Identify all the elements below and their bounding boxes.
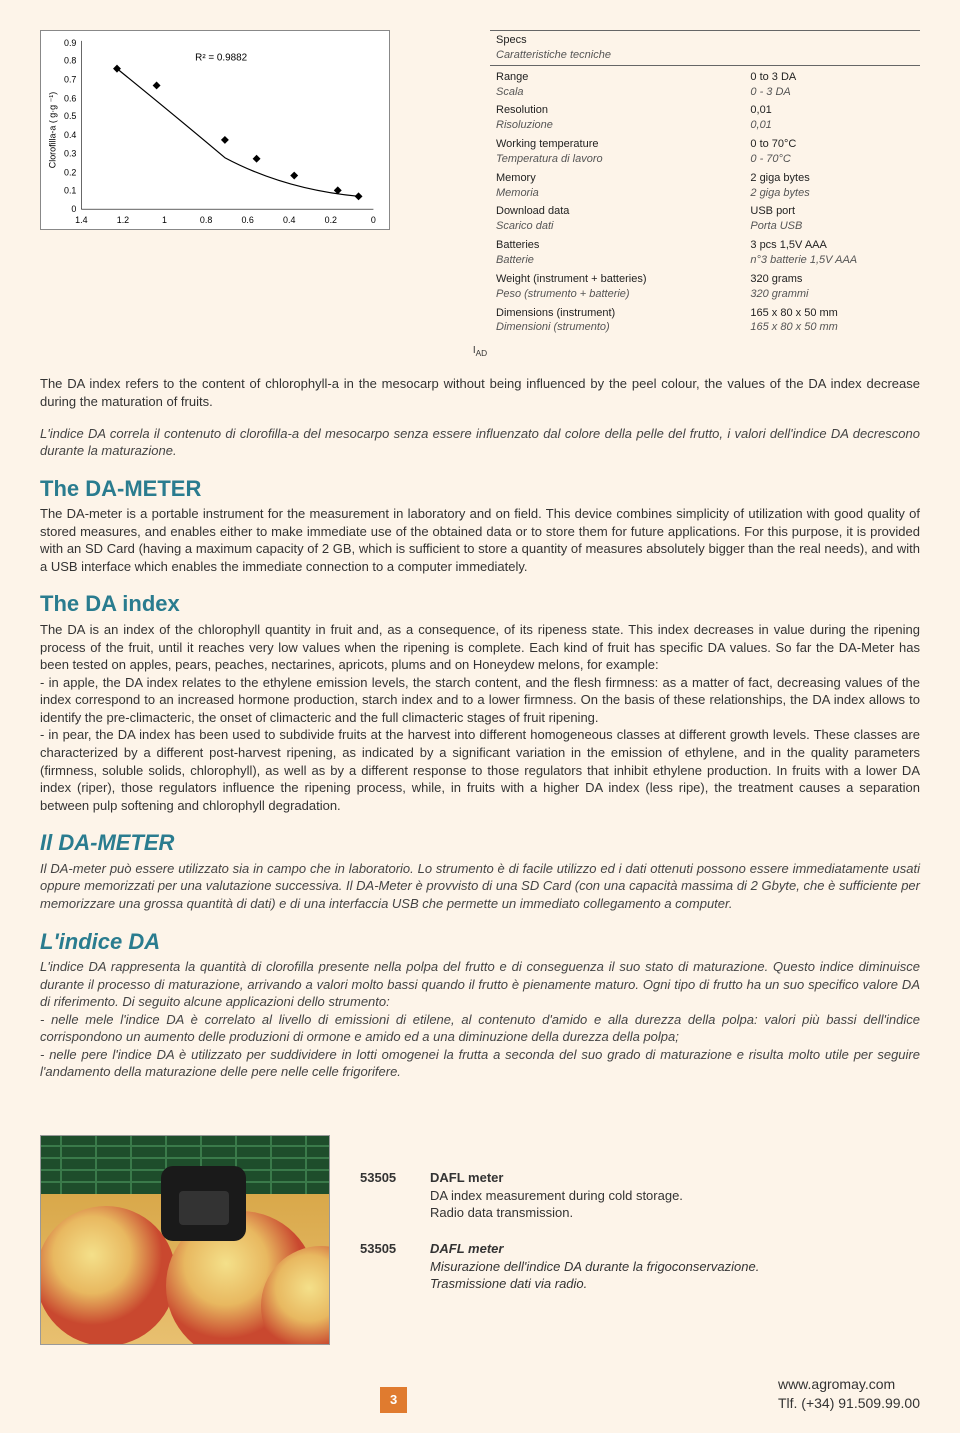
heading-dameter-en: The DA-METER — [40, 474, 920, 504]
heading-dameter-it: Il DA-METER — [40, 828, 920, 858]
chart-xlabel: IAD — [0, 344, 960, 359]
chart-r2: R² = 0.9882 — [195, 53, 247, 64]
footer-contact: www.agromay.com Tlf. (+34) 91.509.99.00 — [778, 1375, 920, 1413]
specs-row: Dimensions (instrument)Dimensioni (strum… — [490, 305, 920, 339]
svg-text:0.6: 0.6 — [64, 93, 76, 103]
product-code: 53505 — [360, 1169, 430, 1222]
product-title-en: DAFL meter — [430, 1169, 920, 1187]
svg-text:0: 0 — [71, 204, 76, 214]
svg-text:1: 1 — [162, 215, 167, 225]
svg-text:0.7: 0.7 — [64, 74, 76, 84]
specs-row: RangeScala0 to 3 DA0 - 3 DA — [490, 69, 920, 103]
specs-row: Weight (instrument + batteries)Peso (str… — [490, 271, 920, 305]
svg-text:0.3: 0.3 — [64, 149, 76, 159]
svg-text:0.8: 0.8 — [64, 56, 76, 66]
specs-row: Working temperatureTemperatura di lavoro… — [490, 136, 920, 170]
text-dameter-en: The DA-meter is a portable instrument fo… — [40, 505, 920, 575]
specs-row: BatteriesBatterie3 pcs 1,5V AAAn°3 batte… — [490, 237, 920, 271]
product-desc-it: Misurazione dell'indice DA durante la fr… — [430, 1258, 920, 1276]
product-image — [40, 1135, 330, 1345]
intro-it: L'indice DA correla il contenuto di clor… — [40, 425, 920, 460]
chart-ylabel: Clorofilla-a ( g·g ⁻¹) — [48, 92, 58, 168]
text-daindex-en: The DA is an index of the chlorophyll qu… — [40, 621, 920, 814]
svg-text:0.2: 0.2 — [64, 168, 76, 178]
specs-header-en: Specs — [496, 33, 750, 48]
product-desc-en: DA index measurement during cold storage… — [430, 1187, 920, 1205]
product-code: 53505 — [360, 1240, 430, 1293]
heading-daindex-it: L'indice DA — [40, 927, 920, 957]
specs-table: Specs Caratteristiche tecniche RangeScal… — [490, 30, 920, 338]
svg-text:0.6: 0.6 — [241, 215, 253, 225]
heading-daindex-en: The DA index — [40, 589, 920, 619]
svg-text:0.8: 0.8 — [200, 215, 212, 225]
svg-text:0.2: 0.2 — [325, 215, 337, 225]
svg-text:0.5: 0.5 — [64, 111, 76, 121]
intro-en: The DA index refers to the content of ch… — [40, 375, 920, 410]
footer-url: www.agromay.com — [778, 1375, 920, 1394]
chart-scatter: 0 0.1 0.2 0.3 0.4 0.5 0.6 0.7 0.8 0.9 1.… — [40, 30, 390, 230]
text-daindex-it: L'indice DA rappresenta la quantità di c… — [40, 958, 920, 1081]
svg-text:1.4: 1.4 — [75, 215, 87, 225]
svg-text:0.4: 0.4 — [283, 215, 295, 225]
page-number: 3 — [380, 1387, 407, 1413]
specs-header-it: Caratteristiche tecniche — [496, 48, 750, 63]
product-list: 53505 DAFL meter DA index measurement du… — [360, 1169, 920, 1310]
specs-row: Download dataScarico datiUSB portPorta U… — [490, 203, 920, 237]
specs-row: ResolutionRisoluzione0,010,01 — [490, 102, 920, 136]
footer-phone: Tlf. (+34) 91.509.99.00 — [778, 1394, 920, 1413]
svg-text:1.2: 1.2 — [117, 215, 129, 225]
svg-text:0.1: 0.1 — [64, 185, 76, 195]
product-desc-en2: Radio data transmission. — [430, 1204, 920, 1222]
specs-row: MemoryMemoria2 giga bytes2 giga bytes — [490, 170, 920, 204]
product-title-it: DAFL meter — [430, 1240, 920, 1258]
svg-text:0: 0 — [371, 215, 376, 225]
product-desc-it2: Trasmissione dati via radio. — [430, 1275, 920, 1293]
text-dameter-it: Il DA-meter può essere utilizzato sia in… — [40, 860, 920, 913]
svg-text:0.9: 0.9 — [64, 38, 76, 48]
svg-text:0.4: 0.4 — [64, 130, 76, 140]
